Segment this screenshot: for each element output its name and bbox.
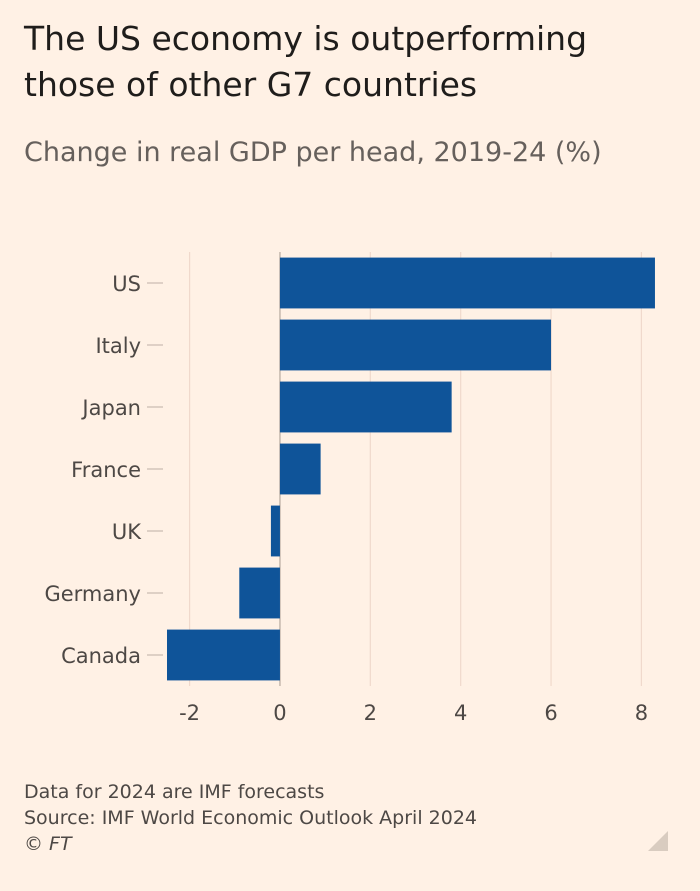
x-tick-label: 8 (635, 701, 648, 725)
chart-title-line-2: those of other G7 countries (24, 65, 478, 104)
chart-subtitle: Change in real GDP per head, 2019-24 (%) (24, 137, 602, 168)
category-label: Japan (80, 396, 141, 420)
x-tick-label: 4 (454, 701, 467, 725)
chart-footer: Data for 2024 are IMF forecasts Source: … (24, 779, 477, 857)
bar-italy (279, 319, 552, 371)
category-label: UK (112, 520, 142, 544)
category-label: Germany (44, 582, 141, 606)
chart-title-line-1: The US economy is outperforming (24, 19, 588, 58)
x-tick-label: -2 (179, 701, 200, 725)
chart-title: The US economy is outperforming those of… (24, 16, 674, 108)
bar-germany (239, 567, 280, 619)
bar-japan (279, 381, 452, 433)
bar-canada (167, 629, 280, 681)
x-tick-label: 2 (364, 701, 377, 725)
bar-uk (270, 505, 280, 557)
x-tick-label: 0 (273, 701, 286, 725)
footer-note: Data for 2024 are IMF forecasts (24, 781, 325, 803)
category-label: Italy (95, 334, 141, 358)
corner-triangle-icon (648, 831, 668, 851)
bar-france (279, 443, 321, 495)
footer-source: Source: IMF World Economic Outlook April… (24, 807, 478, 829)
footer-copyright: © FT (24, 833, 72, 855)
category-label: Canada (61, 644, 141, 668)
category-label: US (112, 272, 141, 296)
bar-us (279, 257, 655, 309)
category-label: France (71, 458, 141, 482)
x-tick-label: 6 (544, 701, 557, 725)
gdp-bar-chart: US Italy Japan France UK Germany Canada -2 0 2 4 6 8 (44, 252, 655, 725)
